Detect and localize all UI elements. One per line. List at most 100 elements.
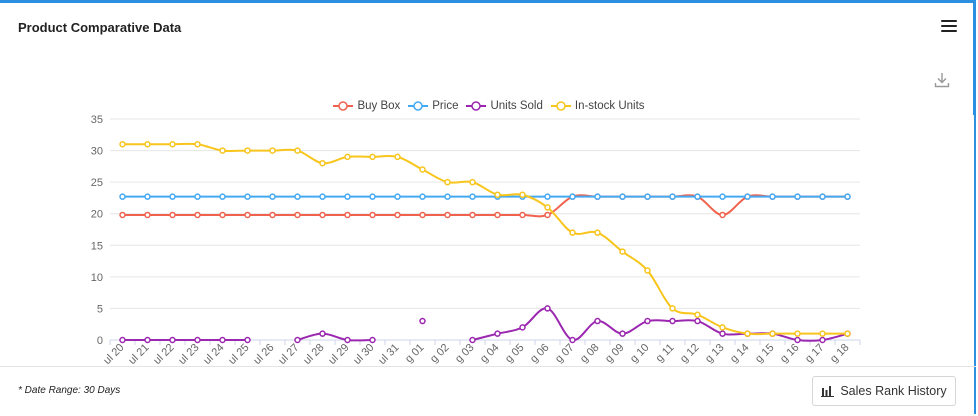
data-point-units-sold[interactable]	[544, 305, 551, 312]
data-point-buy-box[interactable]	[544, 211, 551, 219]
data-point-units-sold[interactable]	[519, 324, 526, 331]
data-point-units-sold[interactable]	[244, 336, 251, 344]
data-point-units-sold[interactable]	[794, 336, 801, 344]
data-point-units-sold[interactable]	[694, 317, 701, 325]
data-point-in-stock-units[interactable]	[544, 204, 551, 211]
data-point-in-stock-units[interactable]	[119, 141, 126, 148]
data-point-buy-box[interactable]	[194, 211, 201, 219]
data-point-price[interactable]	[369, 193, 376, 200]
data-point-price[interactable]	[119, 193, 126, 200]
data-point-units-sold[interactable]	[594, 317, 601, 325]
data-point-in-stock-units[interactable]	[794, 330, 801, 337]
data-point-in-stock-units[interactable]	[619, 248, 626, 255]
data-point-price[interactable]	[344, 193, 351, 200]
data-point-price[interactable]	[694, 193, 701, 200]
data-point-units-sold[interactable]	[494, 330, 501, 337]
data-point-in-stock-units[interactable]	[494, 191, 501, 199]
data-point-units-sold[interactable]	[619, 330, 626, 337]
data-point-units-sold[interactable]	[194, 336, 201, 344]
data-point-in-stock-units[interactable]	[669, 305, 676, 312]
data-point-buy-box[interactable]	[719, 211, 726, 219]
data-point-units-sold[interactable]	[169, 336, 176, 344]
data-point-price[interactable]	[744, 193, 751, 200]
data-point-buy-box[interactable]	[369, 211, 376, 219]
data-point-price[interactable]	[144, 193, 151, 200]
data-point-in-stock-units[interactable]	[244, 147, 251, 154]
data-point-buy-box[interactable]	[144, 211, 151, 219]
data-point-price[interactable]	[644, 193, 651, 200]
data-point-buy-box[interactable]	[294, 211, 301, 219]
data-point-in-stock-units[interactable]	[819, 330, 826, 337]
data-point-buy-box[interactable]	[419, 211, 426, 219]
data-point-in-stock-units[interactable]	[294, 147, 301, 154]
data-point-in-stock-units[interactable]	[319, 159, 326, 167]
data-point-in-stock-units[interactable]	[569, 229, 576, 236]
data-point-buy-box[interactable]	[469, 211, 476, 219]
data-point-buy-box[interactable]	[169, 211, 176, 219]
data-point-price[interactable]	[669, 193, 676, 200]
data-point-buy-box[interactable]	[519, 211, 526, 219]
data-point-price[interactable]	[469, 193, 476, 200]
data-point-in-stock-units[interactable]	[444, 178, 451, 186]
data-point-buy-box[interactable]	[494, 211, 501, 219]
scrollbar-thumb[interactable]	[973, 3, 976, 115]
data-point-units-sold[interactable]	[144, 336, 151, 344]
data-point-in-stock-units[interactable]	[269, 147, 276, 154]
data-point-units-sold[interactable]	[294, 336, 301, 344]
data-point-price[interactable]	[269, 193, 276, 200]
data-point-in-stock-units[interactable]	[169, 141, 176, 148]
data-point-buy-box[interactable]	[119, 211, 126, 219]
data-point-units-sold[interactable]	[819, 336, 826, 344]
data-point-price[interactable]	[394, 193, 401, 200]
data-point-price[interactable]	[569, 193, 576, 200]
data-point-price[interactable]	[594, 193, 601, 200]
data-point-price[interactable]	[544, 193, 551, 200]
data-point-buy-box[interactable]	[394, 211, 401, 219]
data-point-price[interactable]	[319, 193, 326, 200]
data-point-buy-box[interactable]	[319, 211, 326, 219]
data-point-in-stock-units[interactable]	[744, 330, 751, 337]
data-point-buy-box[interactable]	[344, 211, 351, 219]
data-point-in-stock-units[interactable]	[394, 153, 401, 161]
data-point-in-stock-units[interactable]	[369, 153, 376, 161]
sales-rank-history-button[interactable]: Sales Rank History	[812, 376, 956, 406]
data-point-price[interactable]	[719, 193, 726, 200]
data-point-price[interactable]	[619, 193, 626, 200]
data-point-in-stock-units[interactable]	[594, 229, 601, 236]
data-point-units-sold[interactable]	[119, 336, 126, 344]
data-point-units-sold[interactable]	[644, 317, 651, 325]
data-point-in-stock-units[interactable]	[144, 141, 151, 148]
data-point-units-sold[interactable]	[369, 336, 376, 344]
data-point-buy-box[interactable]	[244, 211, 251, 219]
legend-item-in-stock-units[interactable]: In-stock Units	[550, 100, 645, 112]
data-point-in-stock-units[interactable]	[644, 267, 651, 274]
data-point-in-stock-units[interactable]	[719, 324, 726, 331]
data-point-in-stock-units[interactable]	[194, 141, 201, 148]
data-point-price[interactable]	[794, 193, 801, 200]
data-point-price[interactable]	[294, 193, 301, 200]
data-point-in-stock-units[interactable]	[519, 191, 526, 199]
data-point-units-sold[interactable]	[344, 336, 351, 344]
data-point-units-sold[interactable]	[669, 317, 676, 325]
data-point-price[interactable]	[169, 193, 176, 200]
data-point-in-stock-units[interactable]	[419, 166, 426, 173]
data-point-units-sold[interactable]	[319, 330, 326, 337]
data-point-in-stock-units[interactable]	[344, 153, 351, 161]
legend-item-price[interactable]: Price	[408, 100, 458, 112]
data-point-price[interactable]	[819, 193, 826, 200]
data-point-price[interactable]	[769, 193, 776, 200]
download-icon[interactable]	[933, 71, 951, 89]
data-point-units-sold[interactable]	[219, 336, 226, 344]
data-point-units-sold[interactable]	[419, 317, 426, 325]
data-point-units-sold[interactable]	[719, 330, 726, 337]
data-point-price[interactable]	[844, 193, 851, 200]
data-point-buy-box[interactable]	[269, 211, 276, 219]
data-point-price[interactable]	[244, 193, 251, 200]
legend-item-buy-box[interactable]: Buy Box	[333, 100, 400, 112]
data-point-in-stock-units[interactable]	[769, 330, 776, 337]
data-point-in-stock-units[interactable]	[469, 178, 476, 186]
hamburger-menu-icon[interactable]	[941, 20, 957, 34]
data-point-buy-box[interactable]	[444, 211, 451, 219]
data-point-price[interactable]	[194, 193, 201, 200]
data-point-buy-box[interactable]	[219, 211, 226, 219]
